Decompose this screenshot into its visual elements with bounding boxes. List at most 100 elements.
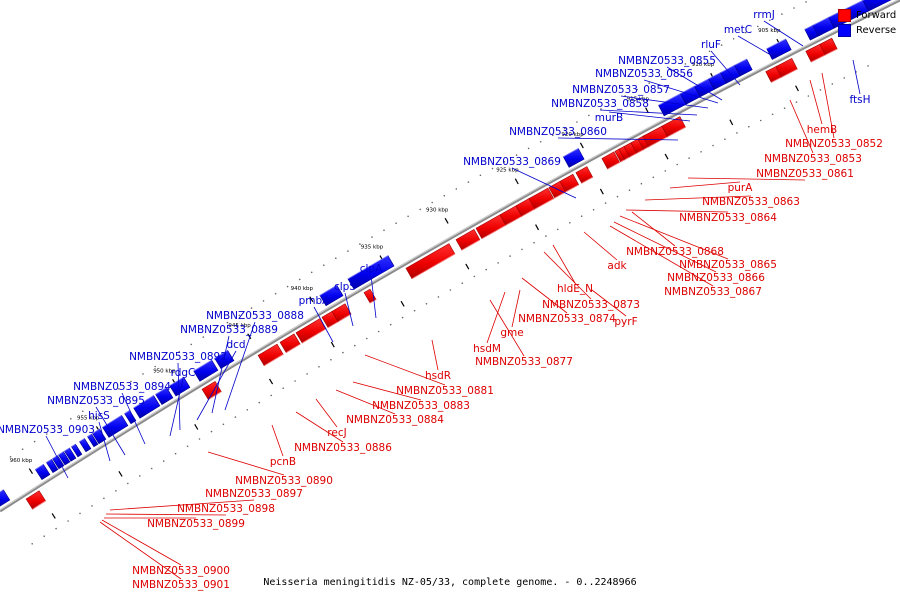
guide-dot [724,138,726,140]
guide-dot [831,83,834,85]
feature-sheen [636,149,644,154]
feature-sheen [319,284,338,296]
leader-line [789,99,814,154]
tick-mark [465,263,470,270]
guide-dot [335,257,337,260]
guide-dot [431,201,434,204]
guide-dot [807,95,810,97]
feature-sheen [521,208,536,217]
guide-dot [648,82,650,84]
gene-label-nmbnz0533-0868: NMBNZ0533_0868 [626,246,724,258]
tick-label: 945 kbp [228,323,251,329]
feature-sheen [347,255,389,280]
guide-dot [130,380,132,383]
outer-dotted-guide [9,1,869,545]
guide-dot [485,268,488,271]
gene-label-nmbnz0533-0863: NMBNZ0533_0863 [702,196,800,208]
leader-line [821,72,835,139]
leader-line [109,499,255,511]
feature-sheen [79,438,85,443]
guide-dot [330,358,332,361]
gene-label-nmbnz0533-0867: NMBNZ0533_0867 [664,286,762,298]
gene-label-nmbnz0533-0884: NMBNZ0533_0884 [346,414,444,426]
feature-sheen [32,500,46,510]
gene-label-nmbnz0533-0855: NMBNZ0533_0855 [618,55,716,67]
guide-dot [250,307,253,309]
guide-dot [9,456,12,458]
gene-features [0,0,898,510]
guide-dot [198,438,201,440]
leader-line [669,181,741,189]
leader-line [95,406,126,456]
guide-dot [154,365,156,368]
leader-line [521,277,568,314]
gene-label-hsdm: hsdM [473,343,501,355]
guide-dot [262,300,265,302]
guide-dot [238,314,241,317]
leader-line [710,50,741,86]
leader-line [687,177,806,181]
gene-label-adk: adk [607,260,627,272]
feature-sheen [46,458,52,463]
reverse-swatch [838,24,851,37]
feature-sheen [563,148,579,158]
leader-line [591,289,627,317]
guide-dot [557,228,559,231]
feature-sheen [92,428,100,434]
leader-line [315,398,338,428]
guide-dot [612,101,614,104]
guide-dot [748,125,750,128]
reverse-gene-feature[interactable] [862,0,898,12]
gene-label-nmbnz0533-0865: NMBNZ0533_0865 [679,259,777,271]
gene-label-clps: clpS [334,281,356,293]
leader-line [625,209,729,213]
gene-label-nmbnz0533-0858: NMBNZ0533_0858 [551,98,649,110]
guide-dot [569,222,571,224]
guide-dot [174,452,177,455]
gene-label-nmbnz0533-0897: NMBNZ0533_0897 [205,488,303,500]
forward-gene-feature[interactable] [575,166,594,184]
feature-sheen [155,387,167,395]
guide-dot [389,323,392,326]
gene-label-nmbnz0533-0903: NMBNZ0533_0903 [0,424,95,436]
tick-mark [579,142,584,149]
gene-label-pmba: pmbA [299,295,331,307]
guide-dot [533,241,535,244]
guide-dot [310,271,313,274]
leader-line [211,335,230,414]
feature-sheen [35,464,44,470]
guide-dot [652,176,655,179]
guide-dot [455,188,458,190]
feature-sheen [64,447,70,452]
feature-sheen [734,58,747,66]
gene-label-nmbnz0533-0889: NMBNZ0533_0889 [180,324,278,336]
feature-sheen [263,354,284,367]
guide-dot [118,388,120,390]
leader-line [609,225,714,287]
leader-line [169,378,184,437]
guide-dot [150,467,153,470]
gene-label-nmbnz0533-0881: NMBNZ0533_0881 [396,385,494,397]
guide-dot [45,433,48,435]
leader-line [511,289,521,328]
guide-dot [190,343,192,346]
tick-label: 910 kbp [692,62,715,68]
leader-line [313,306,334,343]
guide-dot [628,189,631,191]
guide-dot [473,275,476,278]
gene-label-pyrf: pyrF [614,316,637,328]
forward-gene-feature[interactable] [295,318,327,344]
leader-line [101,519,182,566]
reverse-gene-feature[interactable] [34,463,51,481]
guide-dot [700,151,702,153]
gene-label-pcnb: pcnB [270,456,296,468]
guide-dot [467,181,470,183]
leader-line [852,59,861,95]
tick-label: 925 kbp [496,168,519,174]
gene-label-murb: murB [595,112,623,124]
forward-gene-feature[interactable] [475,214,507,240]
leader-line [763,20,804,47]
feature-sheen [554,191,566,199]
guide-dot [509,255,511,257]
tick-mark [28,468,34,475]
